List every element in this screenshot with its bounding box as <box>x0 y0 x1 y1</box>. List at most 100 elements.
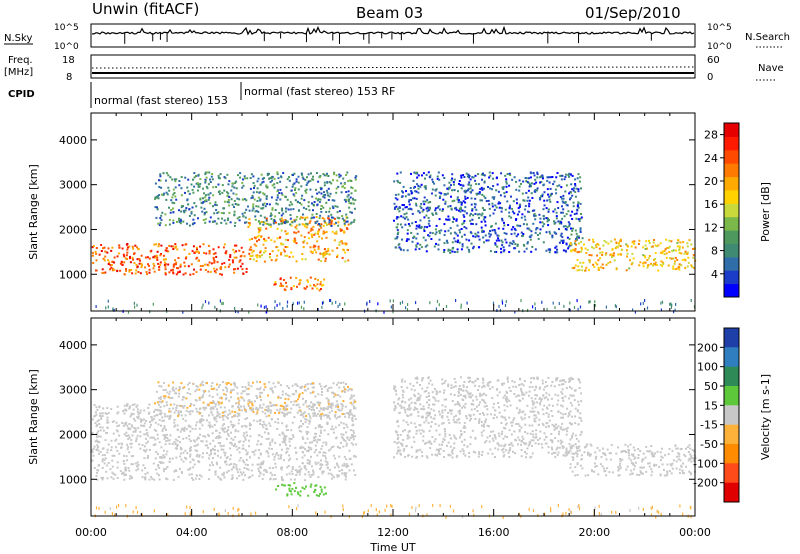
echo-cell <box>344 388 346 391</box>
echo-cell <box>478 420 481 423</box>
echo-cell <box>574 264 577 267</box>
echo-cell <box>166 415 169 418</box>
echo-cell <box>425 207 428 210</box>
echo-cell <box>534 214 537 217</box>
echo-cell <box>428 235 431 238</box>
echo-cell <box>313 284 315 287</box>
echo-cell <box>129 415 132 418</box>
echo-cell <box>97 430 100 433</box>
echo-cell <box>280 457 282 460</box>
echo-cell <box>324 460 327 463</box>
echo-cell <box>323 220 326 223</box>
echo-cell <box>100 244 103 246</box>
echo-cell <box>130 438 133 441</box>
echo-cell <box>539 198 542 201</box>
echo-cell <box>559 412 562 415</box>
echo-cell <box>184 209 187 212</box>
echo-cell <box>316 287 319 290</box>
echo-cell <box>150 416 153 419</box>
echo-cell <box>204 181 207 184</box>
echo-cell <box>238 459 241 462</box>
echo-cell <box>215 268 218 271</box>
echo-cell <box>543 204 546 207</box>
echo-cell <box>148 271 151 274</box>
echo-cell <box>505 422 508 425</box>
echo-cell <box>129 257 131 260</box>
echo-cell <box>443 242 446 245</box>
echo-cell <box>136 461 139 464</box>
echo-cell <box>263 238 266 240</box>
echo-cell <box>263 177 265 180</box>
echo-cell <box>529 238 532 241</box>
echo-cell <box>223 471 225 474</box>
freq-tick-bottom: 8 <box>66 72 72 83</box>
echo-cell <box>352 394 355 397</box>
echo-cell <box>488 232 490 235</box>
echo-cell <box>171 396 174 399</box>
echo-cell <box>92 245 95 247</box>
echo-cell <box>310 408 313 411</box>
echo-cell <box>234 203 237 205</box>
echo-cell <box>353 415 356 417</box>
echo-cell <box>453 237 456 240</box>
echo-cell <box>416 455 418 458</box>
echo-cell <box>515 395 518 398</box>
colorbar-tick-label: 16 <box>704 198 718 211</box>
nsearch-tick-bottom: 10^0 <box>707 42 732 52</box>
echo-cell <box>644 299 646 302</box>
echo-cell <box>306 285 308 288</box>
echo-cell <box>402 216 405 219</box>
echo-cell <box>264 408 267 411</box>
echo-cell <box>265 424 268 427</box>
echo-cell <box>508 399 511 402</box>
echo-cell <box>202 452 204 455</box>
echo-cell <box>157 403 160 406</box>
echo-cell <box>320 226 323 229</box>
echo-cell <box>164 265 167 268</box>
echo-cell <box>243 198 246 201</box>
echo-cell <box>464 206 467 209</box>
echo-cell <box>432 213 435 216</box>
echo-cell <box>422 200 425 203</box>
echo-cell <box>659 242 662 245</box>
echo-cell <box>434 194 437 197</box>
echo-cell <box>410 190 413 192</box>
echo-cell <box>461 209 464 212</box>
echo-cell <box>653 239 656 241</box>
echo-cell <box>353 207 356 210</box>
echo-cell <box>178 219 181 222</box>
echo-cell <box>496 234 499 237</box>
echo-cell <box>523 215 526 218</box>
echo-cell <box>227 217 230 220</box>
echo-cell <box>302 397 304 400</box>
echo-cell <box>306 459 309 462</box>
echo-cell <box>258 388 261 391</box>
echo-cell <box>397 216 400 219</box>
echo-cell <box>453 183 455 186</box>
echo-cell <box>427 377 430 379</box>
echo-cell <box>579 261 582 264</box>
echo-cell <box>453 231 456 234</box>
echo-cell <box>331 205 334 208</box>
echo-cell <box>522 223 525 226</box>
echo-cell <box>250 248 253 251</box>
echo-cell <box>563 304 565 308</box>
echo-cell <box>263 216 266 219</box>
echo-cell <box>288 454 291 457</box>
echo-cell <box>343 427 346 429</box>
echo-cell <box>648 255 651 257</box>
echo-cell <box>301 176 304 179</box>
echo-cell <box>504 304 507 307</box>
echo-cell <box>406 249 409 252</box>
echo-cell <box>269 253 271 255</box>
echo-cell <box>530 230 533 233</box>
echo-cell <box>162 172 165 175</box>
echo-cell <box>315 414 318 417</box>
echo-cell <box>187 190 190 193</box>
echo-cell <box>296 411 299 414</box>
echo-cell <box>290 438 293 440</box>
echo-cell <box>408 198 411 201</box>
echo-cell <box>303 300 305 304</box>
echo-cell <box>297 200 299 203</box>
echo-cell <box>303 307 305 311</box>
